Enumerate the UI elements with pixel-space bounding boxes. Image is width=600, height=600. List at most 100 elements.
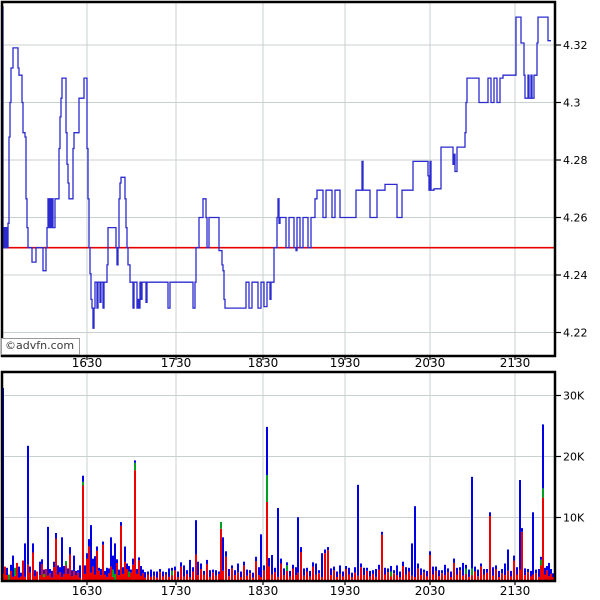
volume-bar-segment <box>260 534 262 577</box>
volume-bar-segment <box>339 573 341 580</box>
volume-bar-segment <box>92 566 94 580</box>
volume-bar-segment <box>548 562 550 577</box>
volume-bar-segment <box>114 543 116 574</box>
volume-bar-segment <box>351 577 353 580</box>
volume-bar-segment <box>112 569 114 577</box>
volume-bar-segment <box>280 563 282 580</box>
volume-bar-segment <box>289 570 291 577</box>
volume-bar-segment <box>10 564 12 571</box>
volume-bar-segment <box>36 571 38 580</box>
volume-bar-segment <box>519 569 521 580</box>
volume-bar-segment <box>63 573 65 580</box>
volume-bar-segment <box>6 567 8 576</box>
volume-bar-segment <box>10 570 12 580</box>
volume-bar-segment <box>150 569 152 577</box>
volume-bar-segment <box>318 570 320 574</box>
volume-bar-segment <box>252 577 254 580</box>
volume-bar-segment <box>468 577 470 580</box>
volume-bar-segment <box>429 551 431 555</box>
volume-bar-segment <box>43 577 45 580</box>
volume-bar-segment <box>88 539 90 547</box>
volume-bar-segment <box>180 566 182 580</box>
volume-bar-segment <box>209 570 211 577</box>
volume-bar-segment <box>132 558 134 565</box>
volume-bar-segment <box>283 575 285 580</box>
volume-bar-segment <box>535 573 537 580</box>
volume-panel-border <box>0 370 557 583</box>
volume-bar-segment <box>20 576 22 580</box>
volume-bar-segment <box>12 577 14 580</box>
volume-bar-segment <box>489 516 491 580</box>
volume-bar-segment <box>168 577 170 580</box>
volume-bar-segment <box>47 526 49 576</box>
volume-bar-segment <box>495 569 497 580</box>
volume-bar-segment <box>147 571 149 575</box>
volume-bar-segment <box>342 571 344 577</box>
volume-bar-segment <box>75 575 77 580</box>
volume-bar-segment <box>128 571 130 577</box>
volume-bar-segment <box>354 567 356 573</box>
volume-bar-segment <box>489 512 491 516</box>
volume-bar-segment <box>552 573 554 577</box>
volume-bar-segment <box>234 570 236 576</box>
volume-bar-segment <box>218 573 220 580</box>
volume-bar-segment <box>100 575 102 580</box>
volume-bar-segment <box>162 576 164 580</box>
volume-bar-segment <box>399 577 401 580</box>
volume-bar-segment <box>498 577 500 580</box>
volume-bar-segment <box>321 577 323 580</box>
volume-bar-segment <box>432 574 434 580</box>
volume-bar-segment <box>498 570 500 577</box>
volume-bar-segment <box>339 565 341 574</box>
volume-bar-segment <box>411 575 413 580</box>
volume-bar-segment <box>231 565 233 569</box>
volume-bar-segment <box>456 567 458 575</box>
price-axis-label: 4.3 <box>563 97 581 110</box>
volume-bar-segment <box>283 568 285 576</box>
price-panel-border <box>0 0 557 358</box>
volume-bar-segment <box>532 574 534 580</box>
volume-bar-segment <box>134 462 136 471</box>
volume-bar-segment <box>22 560 24 580</box>
volume-bar-segment <box>321 553 323 577</box>
volume-bar-segment <box>122 567 124 574</box>
volume-bar-segment <box>540 556 542 560</box>
volume-bar-segment <box>192 567 194 572</box>
volume-bar-segment <box>159 572 161 580</box>
time-axis-label: 2030 <box>415 356 446 370</box>
volume-bar-segment <box>297 572 299 580</box>
volume-bar-segment <box>206 559 208 565</box>
volume-bar-segment <box>333 570 335 580</box>
volume-bar-segment <box>49 573 51 580</box>
volume-bar-segment <box>55 533 57 539</box>
volume-bar-segment <box>27 445 29 565</box>
volume-bar-segment <box>136 573 138 580</box>
volume-bar-segment <box>24 577 26 580</box>
volume-bar-segment <box>197 575 199 580</box>
volume-bar-segment <box>402 566 404 580</box>
volume-bar-segment <box>268 566 270 580</box>
volume-bar-segment <box>59 572 61 580</box>
volume-bar-segment <box>8 574 10 580</box>
volume-bar-segment <box>260 577 262 580</box>
volume-bar-segment <box>108 573 110 580</box>
volume-bar-segment <box>369 576 371 580</box>
volume-bar-segment <box>450 577 452 580</box>
volume-bar-segment <box>69 554 71 580</box>
volume-bar-segment <box>106 577 108 580</box>
volume-bar-segment <box>324 553 326 580</box>
volume-bar-segment <box>104 570 106 575</box>
volume-bar-segment <box>112 577 114 580</box>
volume-bar-segment <box>94 556 96 575</box>
volume-bar-segment <box>39 575 41 580</box>
volume-bar-segment <box>550 569 552 574</box>
volume-bar-segment <box>86 553 88 559</box>
volume-bar-segment <box>102 541 104 545</box>
volume-bar-segment <box>315 574 317 580</box>
volume-bar-segment <box>495 565 497 570</box>
volume-bar-segment <box>527 569 529 572</box>
volume-bar-segment <box>165 572 167 575</box>
volume-bar-segment <box>375 577 377 580</box>
volume-bar-segment <box>116 562 118 580</box>
volume-bar-segment <box>140 575 142 580</box>
